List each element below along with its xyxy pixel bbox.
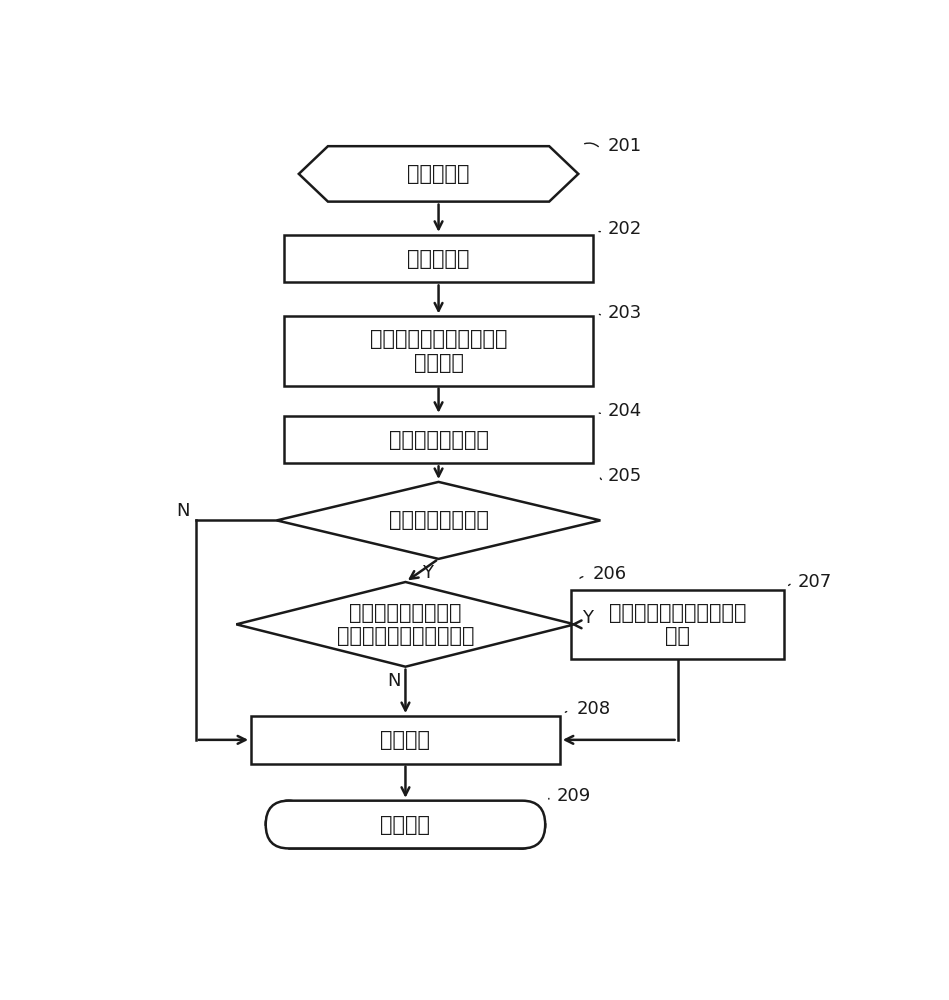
Text: Y: Y	[422, 564, 433, 582]
FancyBboxPatch shape	[266, 801, 546, 848]
FancyBboxPatch shape	[284, 316, 593, 386]
Wedge shape	[499, 825, 546, 848]
Text: 202: 202	[607, 220, 642, 238]
Text: Y: Y	[583, 609, 593, 627]
FancyBboxPatch shape	[571, 590, 784, 659]
FancyBboxPatch shape	[251, 716, 560, 764]
Text: 上墙开窗，并计算窗口实
际像素点: 上墙开窗，并计算窗口实 际像素点	[370, 329, 508, 373]
Text: 207: 207	[797, 573, 831, 591]
Text: 选择输出屏: 选择输出屏	[407, 164, 470, 184]
Text: 201: 201	[607, 137, 642, 155]
Text: 206: 206	[593, 565, 627, 583]
Text: 209: 209	[556, 787, 590, 805]
Text: 203: 203	[607, 304, 642, 322]
Polygon shape	[236, 582, 574, 667]
Polygon shape	[277, 482, 601, 559]
Text: N: N	[388, 672, 401, 690]
Text: 申请码流: 申请码流	[381, 730, 431, 750]
Text: 更新视频源码流类型为辅
码流: 更新视频源码流类型为辅 码流	[609, 603, 746, 646]
Text: 获取上墙码流信息: 获取上墙码流信息	[388, 430, 489, 450]
Text: 是否设置为主码流: 是否设置为主码流	[388, 510, 489, 530]
Wedge shape	[266, 801, 311, 825]
Polygon shape	[299, 146, 578, 202]
FancyBboxPatch shape	[284, 235, 593, 282]
FancyBboxPatch shape	[288, 801, 522, 848]
FancyBboxPatch shape	[284, 416, 593, 463]
Text: N: N	[176, 502, 190, 520]
Text: 开窗像素点宽高是否
小于等于辅码流的宽和高: 开窗像素点宽高是否 小于等于辅码流的宽和高	[337, 603, 474, 646]
Text: 205: 205	[607, 467, 642, 485]
Text: 204: 204	[607, 402, 642, 420]
Text: 客户端开窗: 客户端开窗	[407, 249, 470, 269]
Text: 208: 208	[577, 700, 611, 718]
Text: 解码显示: 解码显示	[381, 815, 431, 835]
